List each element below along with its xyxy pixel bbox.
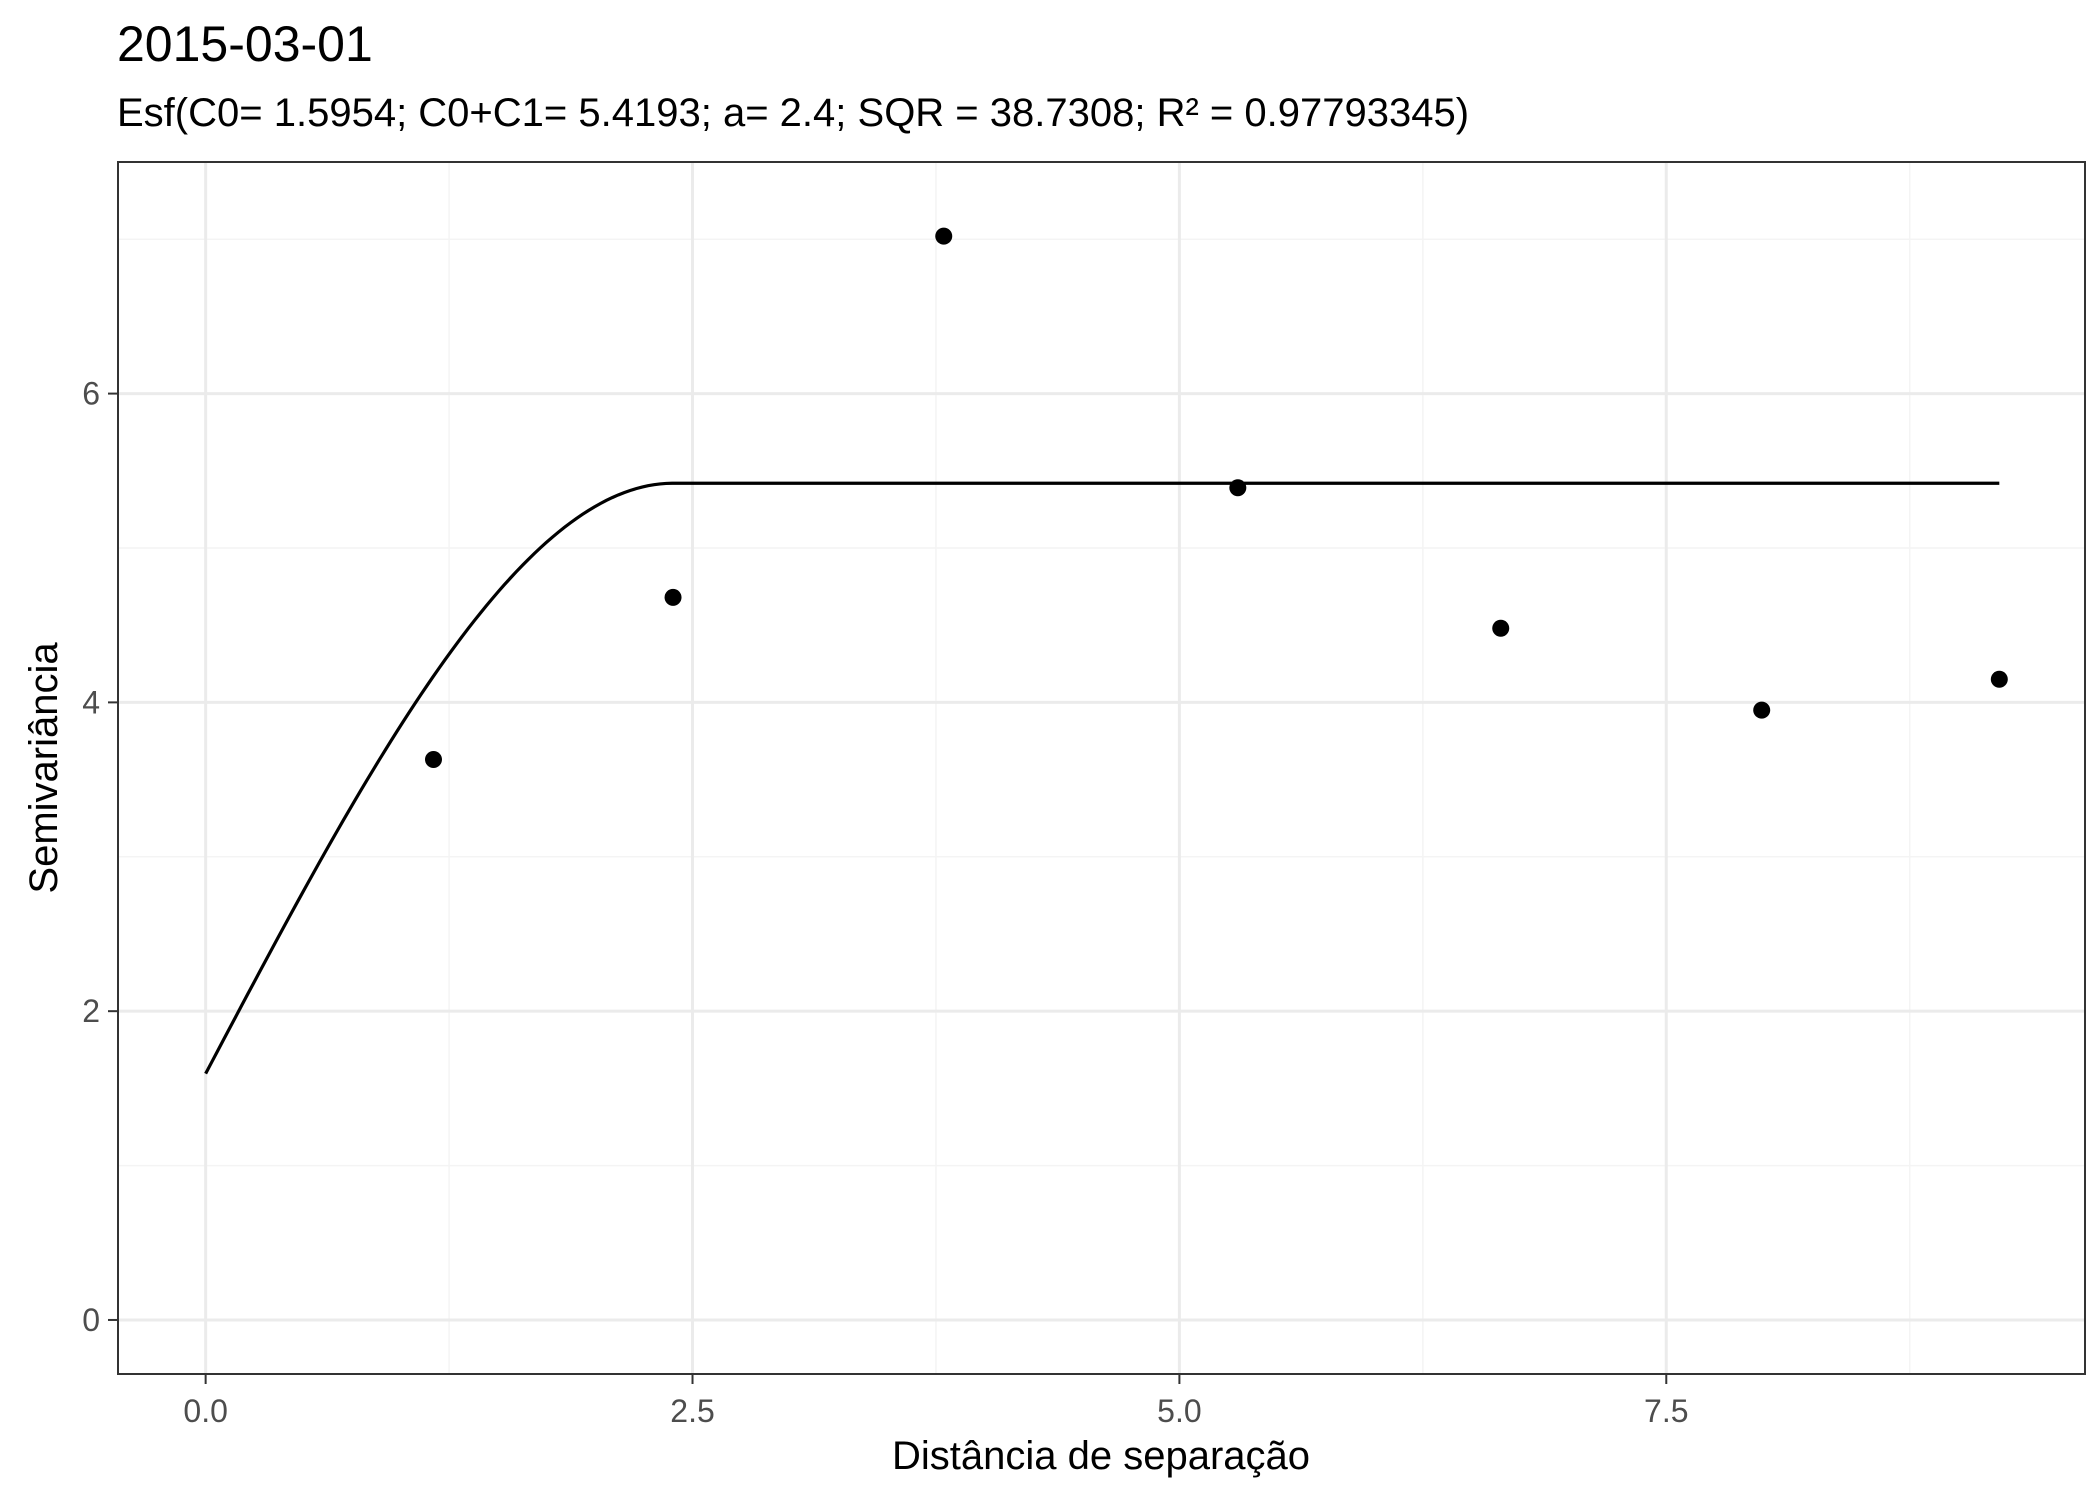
major-gridlines xyxy=(118,162,2085,1374)
x-axis-title: Distância de separação xyxy=(892,1434,1310,1478)
data-point xyxy=(1229,479,1247,497)
x-tick-label: 5.0 xyxy=(1157,1393,1201,1429)
data-point xyxy=(1990,670,2008,688)
data-point xyxy=(424,751,442,769)
data-point xyxy=(1492,619,1510,637)
chart-subtitle: Esf(C0= 1.5954; C0+C1= 5.4193; a= 2.4; S… xyxy=(117,91,1469,135)
x-tick-label: 7.5 xyxy=(1644,1393,1688,1429)
plot-panel-border xyxy=(117,161,2086,1375)
y-tick-label: 4 xyxy=(82,684,100,720)
y-axis-ticks: 0 2 4 6 xyxy=(82,376,118,1338)
spherical-model-line xyxy=(204,481,2000,1075)
y-tick-label: 0 xyxy=(82,1302,100,1338)
x-tick-label: 2.5 xyxy=(670,1393,714,1429)
points-layer xyxy=(424,227,2008,769)
x-tick-label: 0.0 xyxy=(183,1393,227,1429)
data-point xyxy=(1753,701,1771,719)
data-point xyxy=(664,588,682,606)
chart-title: 2015-03-01 xyxy=(117,16,373,72)
x-axis-ticks: 0.0 2.5 5.0 7.5 xyxy=(183,1374,1689,1429)
y-tick-label: 2 xyxy=(82,993,100,1029)
y-axis-title: Semivariância xyxy=(22,642,66,894)
y-tick-label: 6 xyxy=(82,376,100,412)
model-layer xyxy=(204,481,2000,1075)
data-point xyxy=(935,227,953,245)
minor-gridlines xyxy=(118,162,2085,1374)
